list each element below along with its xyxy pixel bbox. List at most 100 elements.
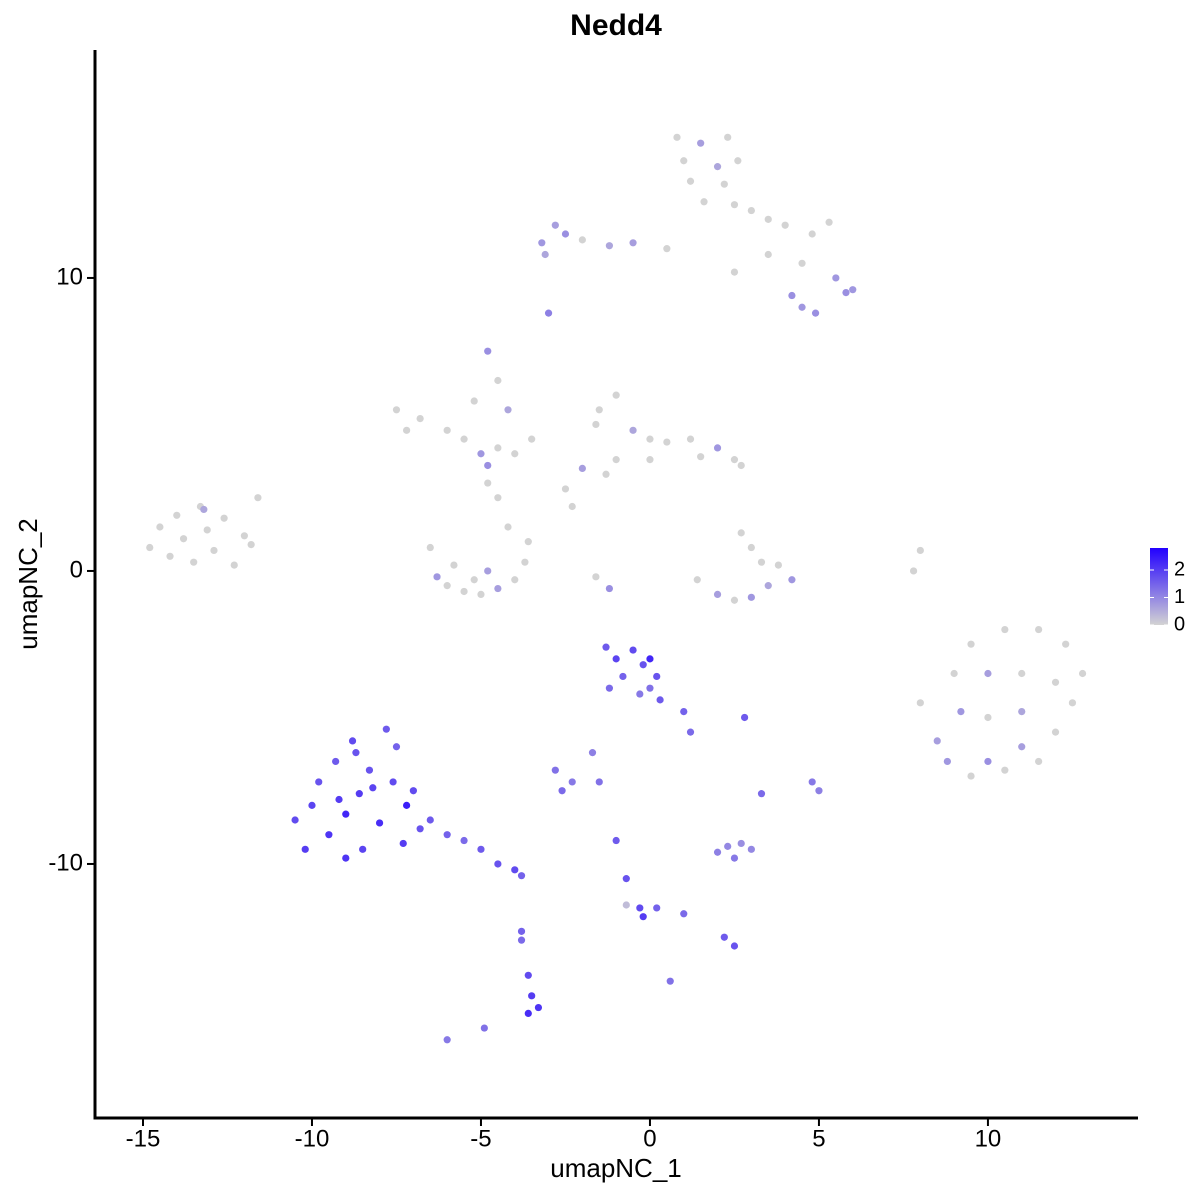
point <box>200 505 208 514</box>
point <box>697 453 705 461</box>
point <box>605 684 614 692</box>
point <box>666 977 674 985</box>
point <box>433 573 441 581</box>
point <box>315 778 323 786</box>
point <box>730 456 739 464</box>
point <box>724 133 732 141</box>
point <box>399 839 407 848</box>
point <box>382 725 390 733</box>
point <box>1035 757 1043 766</box>
point <box>686 435 695 443</box>
point <box>808 230 816 238</box>
point <box>734 157 742 165</box>
point <box>686 728 695 736</box>
point <box>605 584 614 593</box>
point <box>534 1003 543 1012</box>
point <box>916 546 924 555</box>
point <box>403 801 411 809</box>
point <box>697 139 705 147</box>
point <box>524 971 532 979</box>
point <box>146 543 154 552</box>
y-tick-label: 0 <box>70 556 83 583</box>
point <box>1018 669 1026 678</box>
points <box>146 133 1087 1044</box>
point <box>713 163 722 171</box>
y-tick-label: 10 <box>56 263 83 290</box>
point <box>517 872 526 880</box>
point <box>561 485 570 493</box>
point <box>646 456 654 464</box>
point <box>595 778 603 786</box>
point <box>663 438 671 446</box>
point <box>612 391 620 399</box>
point <box>342 810 350 818</box>
point <box>747 593 755 601</box>
point <box>460 587 468 596</box>
point <box>477 845 485 853</box>
point <box>426 816 434 824</box>
point <box>443 1036 451 1044</box>
point <box>203 526 211 534</box>
point <box>849 286 857 294</box>
point <box>1078 669 1087 678</box>
colorbar: 0 1 2 <box>1150 548 1185 635</box>
point <box>595 406 603 414</box>
point <box>511 576 519 584</box>
point <box>1051 728 1060 736</box>
point <box>561 230 570 238</box>
point <box>484 567 492 575</box>
point <box>909 567 918 575</box>
point <box>1018 743 1026 751</box>
point <box>460 435 468 443</box>
point <box>724 842 732 850</box>
point <box>551 221 559 229</box>
point <box>737 529 745 537</box>
point <box>646 435 654 443</box>
point <box>680 910 688 918</box>
point <box>511 866 519 874</box>
point <box>166 552 174 560</box>
point <box>747 543 755 552</box>
point <box>730 854 739 862</box>
point <box>517 936 526 944</box>
colorbar-tick-label: 0 <box>1174 613 1185 635</box>
point <box>730 596 739 604</box>
point <box>541 250 549 259</box>
point <box>957 708 965 716</box>
point <box>653 904 661 912</box>
point <box>524 1009 532 1017</box>
point <box>967 772 975 780</box>
point <box>629 426 637 434</box>
point <box>558 787 566 795</box>
point <box>653 672 661 681</box>
point <box>602 643 610 651</box>
point <box>588 749 597 757</box>
point <box>612 655 620 663</box>
y-axis-label: umapNC_2 <box>13 518 43 650</box>
x-tick-label: -15 <box>126 1125 161 1152</box>
y-tick-label: -10 <box>48 849 83 876</box>
point <box>544 309 553 317</box>
point <box>622 875 630 883</box>
point <box>484 347 492 355</box>
point <box>477 450 485 458</box>
point <box>612 836 620 845</box>
point <box>713 444 722 452</box>
point <box>605 242 614 250</box>
point <box>713 848 722 856</box>
point <box>737 461 745 470</box>
point <box>450 561 458 569</box>
point <box>460 836 468 845</box>
point <box>1001 766 1009 774</box>
point <box>365 766 374 774</box>
point <box>524 538 532 546</box>
point <box>636 690 644 698</box>
point <box>808 778 816 786</box>
point <box>578 464 586 473</box>
point <box>1068 699 1077 707</box>
point <box>403 426 411 434</box>
point <box>639 913 647 921</box>
point <box>342 854 350 862</box>
point <box>1035 625 1043 634</box>
point <box>943 757 951 766</box>
